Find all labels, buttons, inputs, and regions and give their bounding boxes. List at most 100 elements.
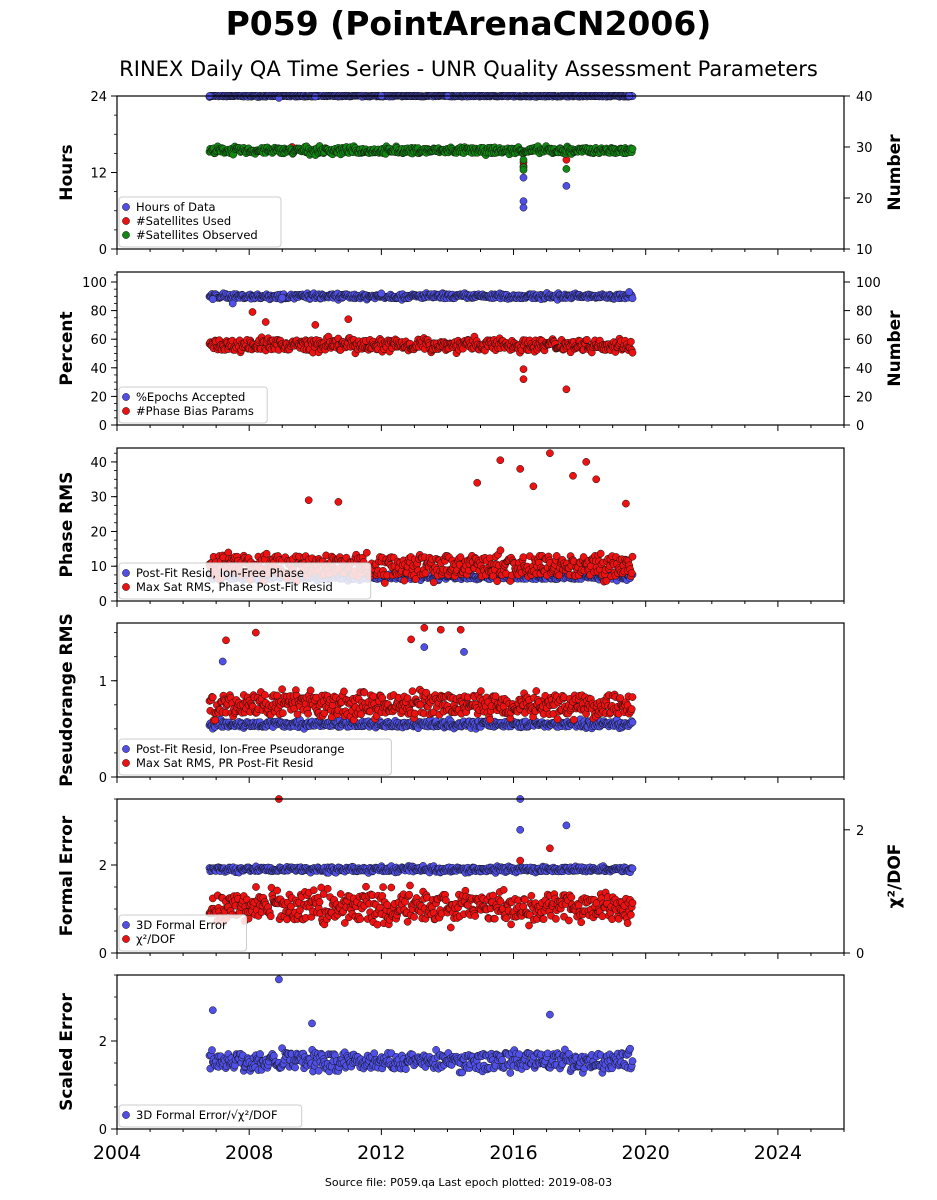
points-group: [205, 623, 637, 733]
legend-marker: [122, 569, 130, 577]
data-point: [456, 553, 465, 561]
data-point: [306, 686, 315, 695]
data-point: [628, 552, 637, 561]
data-point: [411, 575, 420, 583]
data-point: [491, 692, 500, 701]
legend-box: [118, 386, 268, 424]
y-tick-label: 0: [99, 595, 107, 610]
data-point: [562, 165, 571, 173]
data-point: [429, 578, 438, 587]
y-tick-label: 20: [90, 525, 107, 540]
data-point: [420, 623, 429, 632]
data-point: [519, 375, 528, 384]
data-point: [411, 709, 419, 718]
data-point: [625, 288, 634, 296]
data-point: [596, 549, 605, 558]
data-point: [493, 577, 502, 586]
legend-label: Post-Fit Resid, Ion-Free Pseudorange: [136, 742, 344, 756]
y-tick-label: 40: [90, 362, 107, 377]
data-point: [275, 94, 283, 102]
data-point: [519, 197, 528, 206]
data-point: [628, 864, 637, 873]
data-point: [218, 657, 227, 666]
data-point: [628, 693, 637, 701]
data-point: [602, 577, 611, 585]
points-group: [205, 92, 637, 212]
legend-box: [118, 562, 372, 600]
data-point: [562, 182, 571, 190]
data-point: [519, 166, 528, 174]
data-point: [516, 825, 525, 834]
data-point: [278, 293, 287, 302]
y-tick-label: 40: [90, 456, 107, 471]
y-tick-label: 60: [90, 333, 107, 348]
legend-label: #Satellites Observed: [136, 228, 258, 242]
data-point: [420, 643, 429, 651]
legend-marker: [122, 745, 130, 753]
data-point: [360, 688, 369, 697]
data-point: [208, 295, 217, 304]
data-point: [460, 648, 468, 656]
data-point: [421, 569, 430, 578]
data-point: [569, 471, 577, 480]
data-point: [569, 715, 578, 724]
y-tick-label: 10: [90, 560, 107, 575]
y-axis-label: Phase RMS: [57, 472, 77, 578]
y-right-tick-label: 60: [856, 333, 873, 348]
legend-marker: [122, 217, 130, 225]
data-point: [628, 294, 637, 303]
y-axis-label: Percent: [57, 311, 77, 385]
data-point: [477, 687, 485, 695]
data-point: [400, 576, 409, 585]
data-point: [473, 478, 482, 487]
legend-marker: [122, 583, 130, 591]
legend-label: Post-Fit Resid, Ion-Free Phase: [136, 566, 304, 580]
legend-marker: [122, 203, 130, 211]
data-point: [377, 289, 386, 298]
data-point: [519, 155, 528, 164]
data-point: [304, 496, 313, 505]
data-point: [380, 579, 389, 587]
data-point: [496, 546, 505, 555]
data-point: [562, 821, 571, 830]
legend: Hours of Data#Satellites Used#Satellites…: [118, 196, 282, 248]
data-point: [311, 321, 320, 329]
y-tick-label: 0: [99, 771, 107, 786]
y-right-tick-label: 80: [856, 305, 873, 320]
data-point: [627, 705, 636, 713]
points-group: [205, 288, 637, 394]
data-point: [519, 553, 528, 562]
data-point: [222, 636, 230, 645]
legend: Post-Fit Resid, Ion-Free PseudorangeMax …: [118, 738, 392, 776]
y-tick-label: 24: [90, 90, 107, 105]
data-point: [582, 458, 591, 466]
data-point: [340, 687, 348, 696]
data-point: [627, 337, 635, 346]
data-point: [519, 203, 528, 212]
data-point: [628, 718, 637, 727]
data-point: [369, 692, 378, 701]
y-axis-label: Hours: [57, 144, 77, 201]
data-point: [278, 685, 286, 694]
legend: %Epochs Accepted#Phase Bias Params: [118, 386, 268, 424]
data-point: [407, 635, 415, 644]
data-point: [251, 628, 260, 637]
data-point: [592, 475, 601, 484]
data-point: [211, 716, 220, 725]
legend-label: Max Sat RMS, PR Post-Fit Resid: [136, 756, 313, 770]
y-tick-label: 0: [99, 243, 107, 258]
data-point: [519, 173, 528, 182]
data-point: [516, 465, 525, 473]
legend-label: #Satellites Used: [136, 214, 231, 228]
data-point: [532, 687, 541, 695]
y-tick-label: 80: [90, 305, 107, 320]
y-right-tick-label: 10: [856, 243, 873, 258]
y-tick-label: 0: [99, 419, 107, 434]
legend-marker: [122, 393, 130, 401]
data-point: [408, 687, 417, 696]
